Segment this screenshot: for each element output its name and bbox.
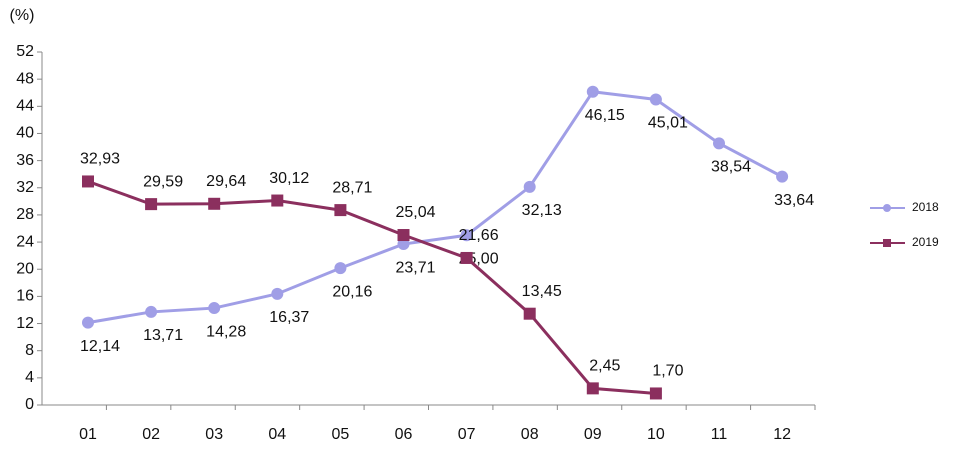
x-tick-label: 02 (142, 426, 160, 443)
data-point (586, 382, 599, 395)
data-label: 46,15 (585, 107, 625, 124)
data-label: 30,12 (269, 170, 309, 187)
y-tick-label: 44 (16, 98, 34, 115)
data-point (397, 229, 410, 242)
data-label: 16,37 (269, 309, 309, 326)
series-line (87, 90, 783, 325)
series-line (87, 180, 657, 395)
x-tick-label: 04 (268, 426, 286, 443)
data-point (523, 307, 536, 320)
data-point (523, 180, 536, 193)
data-point (334, 262, 347, 275)
data-label: 29,64 (206, 173, 246, 190)
data-label: 21,66 (459, 227, 499, 244)
data-label: 32,93 (80, 151, 120, 168)
data-point (460, 229, 473, 242)
y-tick-label: 40 (16, 125, 34, 142)
data-point (649, 387, 662, 400)
y-tick-label: 52 (16, 43, 34, 60)
x-tick-label: 09 (584, 426, 602, 443)
data-label: 33,64 (774, 192, 814, 209)
data-point (460, 251, 473, 264)
x-tick-label: 07 (458, 426, 476, 443)
data-label: 13,71 (143, 327, 183, 344)
y-tick-label: 36 (16, 152, 34, 169)
data-label: 20,16 (332, 283, 372, 300)
y-tick-label: 4 (25, 369, 34, 386)
legend-marker (883, 204, 891, 212)
data-point (208, 197, 221, 210)
y-tick-label: 24 (16, 233, 34, 250)
data-point (649, 93, 662, 106)
data-point (145, 198, 158, 211)
legend-text: 2018 (912, 200, 939, 214)
data-label: 14,28 (206, 323, 246, 340)
data-label: 32,13 (522, 202, 562, 219)
data-point (713, 137, 725, 150)
data-point (145, 305, 158, 318)
y-tick-label: 12 (16, 315, 34, 332)
legend-marker (883, 239, 891, 247)
data-label: 38,54 (711, 159, 751, 176)
y-tick-label: 28 (16, 206, 34, 223)
data-point (82, 316, 94, 329)
data-point (271, 287, 284, 300)
data-label: 12,14 (80, 338, 120, 355)
legend-text: 2019 (912, 235, 939, 249)
data-label: 2,45 (589, 358, 620, 375)
data-point (208, 302, 221, 315)
data-label: 25,04 (395, 204, 435, 221)
data-label: 13,45 (522, 283, 562, 300)
y-tick-label: 20 (16, 260, 34, 277)
x-tick-label: 01 (79, 426, 97, 443)
data-point (334, 204, 347, 217)
data-label: 29,59 (143, 173, 183, 190)
data-point (82, 175, 94, 188)
y-tick-label: 0 (25, 396, 34, 413)
data-label: 23,71 (395, 259, 435, 276)
data-point (776, 170, 789, 183)
data-point (271, 194, 284, 207)
x-tick-label: 12 (773, 426, 791, 443)
data-point (397, 238, 410, 251)
data-label: 45,01 (648, 115, 688, 132)
x-tick-label: 06 (395, 426, 413, 443)
y-tick-label: 8 (25, 342, 34, 359)
x-tick-label: 11 (711, 426, 728, 443)
data-label: 28,71 (332, 179, 372, 196)
y-tick-label: 32 (16, 179, 34, 196)
x-tick-label: 05 (332, 426, 350, 443)
y-axis-label: (%) (10, 7, 35, 24)
data-point (586, 85, 599, 98)
x-tick-label: 10 (647, 426, 665, 443)
x-tick-label: 08 (521, 426, 539, 443)
data-label: 1,70 (652, 363, 683, 380)
x-tick-label: 03 (205, 426, 223, 443)
y-tick-label: 16 (16, 288, 34, 305)
y-tick-label: 48 (16, 70, 34, 87)
